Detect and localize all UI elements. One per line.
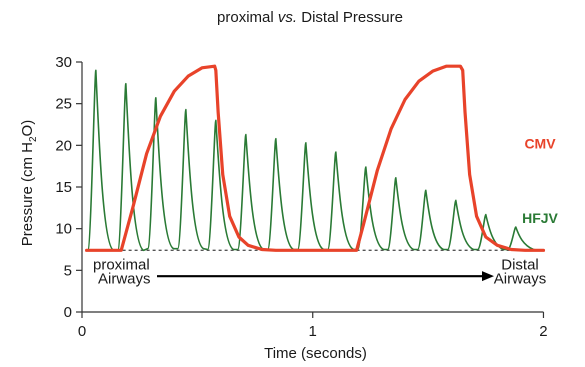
y-tick-label: 15 bbox=[55, 179, 72, 196]
y-tick-label: 0 bbox=[64, 304, 72, 321]
y-tick-label: 30 bbox=[55, 54, 72, 71]
title-part2: vs. bbox=[278, 9, 297, 26]
title-part1: proximal bbox=[217, 9, 278, 26]
chart-title: proximal vs. Distal Pressure bbox=[217, 9, 403, 26]
cmv-label: CMV bbox=[524, 136, 556, 152]
y-axis-label-end: O) bbox=[19, 120, 36, 137]
y-tick-label: 10 bbox=[55, 221, 72, 238]
airway-arrow-head bbox=[482, 271, 494, 281]
series-group: CMV HFJV bbox=[87, 66, 559, 250]
y-tick-label: 25 bbox=[55, 96, 72, 113]
airways-right-label: Airways bbox=[494, 271, 547, 288]
y-axis-label: Pressure (cm H2O) bbox=[19, 120, 39, 246]
y-tick-label: 5 bbox=[64, 262, 72, 279]
airways-left-label: Airways bbox=[98, 271, 151, 288]
title-part3: Distal Pressure bbox=[297, 9, 403, 26]
x-tick-label: 0 bbox=[78, 323, 86, 340]
y-axis-label-main: Pressure (cm H bbox=[19, 142, 36, 246]
x-tick-label: 2 bbox=[539, 323, 547, 340]
x-tick-label: 1 bbox=[309, 323, 317, 340]
y-tick-label: 20 bbox=[55, 137, 72, 154]
hfjv-label: HFJV bbox=[522, 210, 558, 226]
x-axis-label: Time (seconds) bbox=[264, 345, 367, 362]
cmv-line bbox=[87, 66, 544, 250]
axes: 0 5 10 15 20 25 30 0 1 2 Time (seconds) Pressure (c… bbox=[19, 54, 548, 362]
hfjv-line bbox=[87, 70, 539, 250]
